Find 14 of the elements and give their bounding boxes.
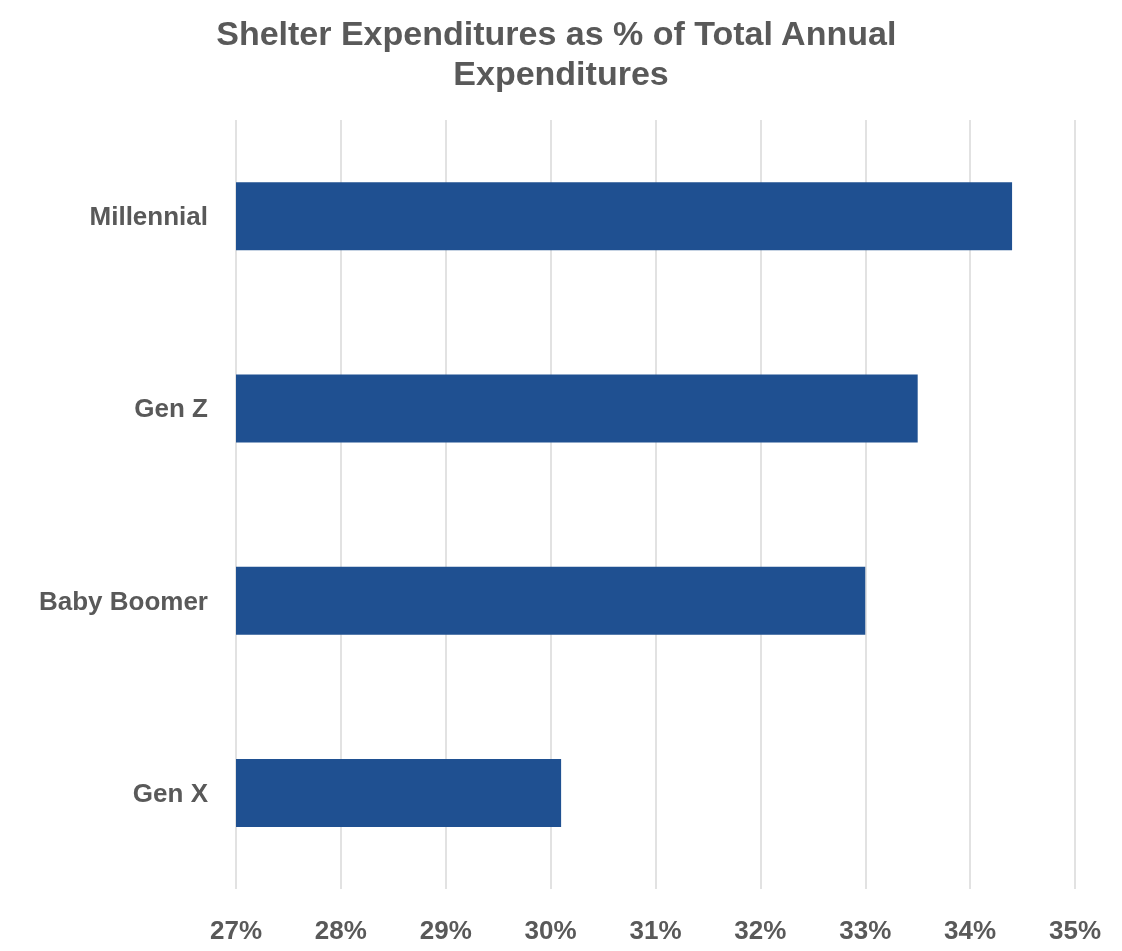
x-tick-label: 34% — [944, 915, 997, 945]
y-tick-label: Gen Z — [134, 393, 209, 424]
x-tick-label: 28% — [314, 915, 367, 945]
x-tick-label: 29% — [419, 915, 472, 945]
x-tick-label: 31% — [629, 915, 682, 945]
y-tick-label: Baby Boomer — [38, 585, 208, 616]
y-tick-label: Millennial — [89, 201, 208, 232]
x-tick-label: 32% — [734, 915, 787, 945]
x-tick-label: 35% — [1048, 915, 1102, 945]
y-tick-label: Gen X — [132, 777, 209, 808]
chart-title: Shelter Expenditures as % of Total Annual Expenditures — [216, 14, 906, 92]
x-tick-label: 30% — [524, 915, 577, 945]
x-tick-label: 33% — [839, 915, 892, 945]
x-tick-label: 27% — [209, 915, 263, 945]
